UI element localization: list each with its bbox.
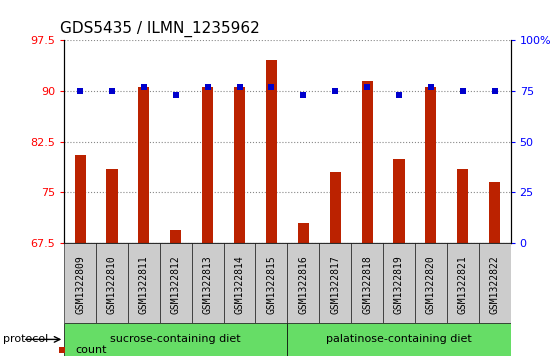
- Bar: [447, 243, 479, 323]
- Bar: [319, 243, 351, 323]
- Text: GSM1322818: GSM1322818: [362, 255, 372, 314]
- Bar: [362, 81, 373, 243]
- Text: palatinose-containing diet: palatinose-containing diet: [326, 334, 472, 344]
- Bar: [457, 169, 468, 243]
- Text: GSM1322809: GSM1322809: [75, 255, 85, 314]
- Text: GSM1322814: GSM1322814: [234, 255, 244, 314]
- Text: GSM1322821: GSM1322821: [458, 255, 468, 314]
- Text: count: count: [75, 345, 107, 355]
- Text: sucrose-containing diet: sucrose-containing diet: [110, 334, 241, 344]
- Text: GSM1322815: GSM1322815: [266, 255, 276, 314]
- Bar: [298, 223, 309, 243]
- Text: GSM1322816: GSM1322816: [299, 255, 309, 314]
- Text: GDS5435 / ILMN_1235962: GDS5435 / ILMN_1235962: [60, 21, 259, 37]
- Bar: [160, 243, 192, 323]
- Bar: [64, 323, 287, 356]
- Bar: [192, 243, 224, 323]
- Bar: [107, 169, 118, 243]
- Bar: [170, 230, 181, 243]
- Bar: [489, 182, 500, 243]
- Bar: [425, 87, 436, 243]
- Bar: [138, 87, 150, 243]
- Bar: [287, 243, 319, 323]
- Bar: [351, 243, 383, 323]
- Text: GSM1322820: GSM1322820: [426, 255, 436, 314]
- Bar: [96, 243, 128, 323]
- Bar: [266, 60, 277, 243]
- Text: GSM1322812: GSM1322812: [171, 255, 181, 314]
- Bar: [287, 323, 511, 356]
- Text: GSM1322813: GSM1322813: [203, 255, 213, 314]
- Bar: [234, 87, 245, 243]
- Bar: [202, 87, 213, 243]
- Bar: [415, 243, 447, 323]
- Text: protocol: protocol: [3, 334, 48, 344]
- Text: GSM1322822: GSM1322822: [489, 255, 499, 314]
- Bar: [64, 243, 96, 323]
- Bar: [383, 243, 415, 323]
- Bar: [75, 155, 86, 243]
- Bar: [224, 243, 256, 323]
- Bar: [128, 243, 160, 323]
- Text: GSM1322811: GSM1322811: [139, 255, 149, 314]
- Bar: [479, 243, 511, 323]
- Text: GSM1322819: GSM1322819: [394, 255, 404, 314]
- Text: GSM1322810: GSM1322810: [107, 255, 117, 314]
- Text: GSM1322817: GSM1322817: [330, 255, 340, 314]
- Bar: [393, 159, 405, 243]
- Bar: [256, 243, 287, 323]
- Bar: [330, 172, 341, 243]
